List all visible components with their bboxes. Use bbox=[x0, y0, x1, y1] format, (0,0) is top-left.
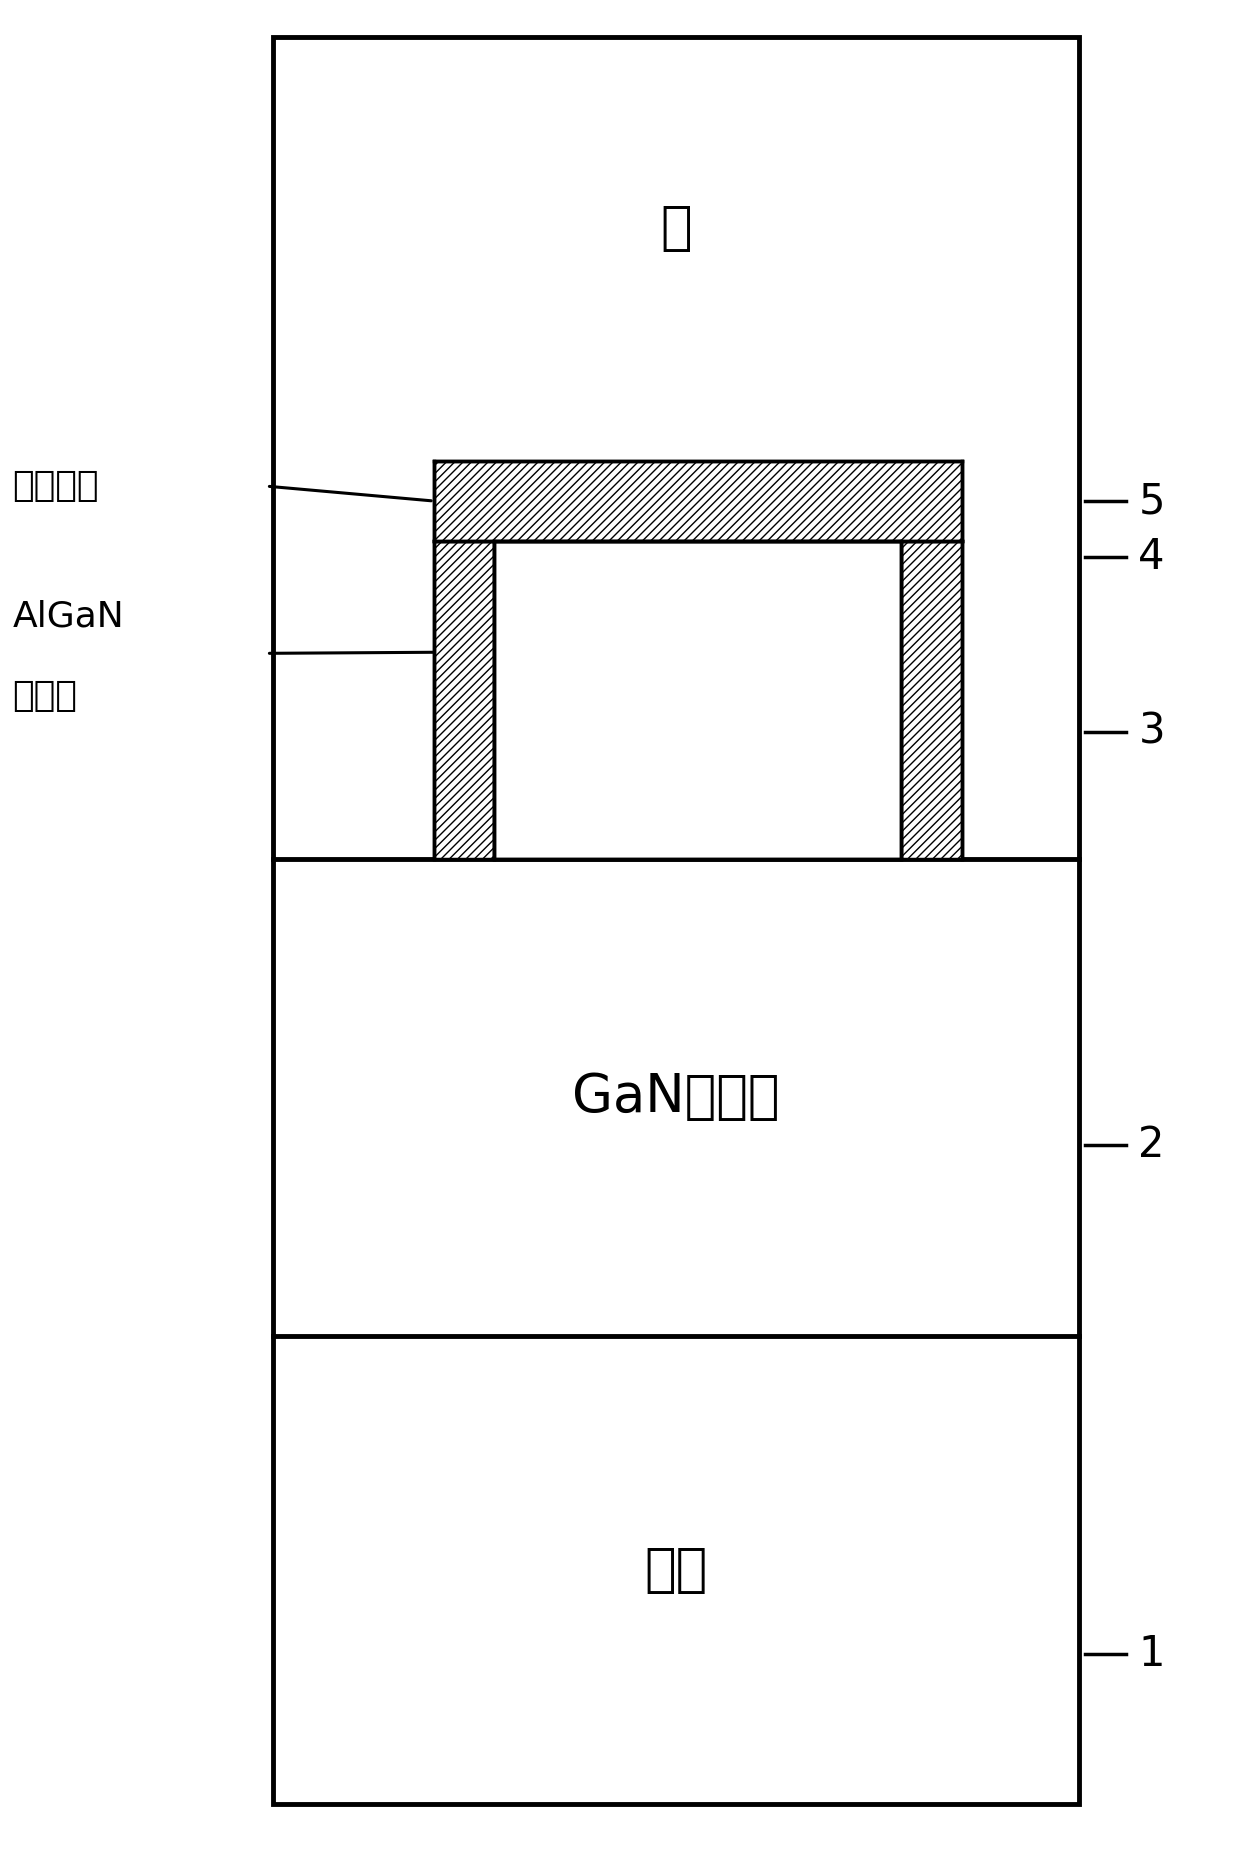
Bar bbox=[434, 541, 495, 859]
Text: 2: 2 bbox=[1138, 1123, 1164, 1166]
Bar bbox=[434, 461, 962, 541]
Bar bbox=[901, 541, 962, 859]
Bar bbox=[273, 37, 1079, 1804]
Text: 1: 1 bbox=[1138, 1633, 1164, 1676]
Text: AlGaN: AlGaN bbox=[12, 599, 124, 632]
Text: 3: 3 bbox=[1138, 711, 1164, 753]
Text: 栅: 栅 bbox=[660, 203, 692, 255]
Text: GaN沟道层: GaN沟道层 bbox=[616, 679, 780, 722]
Text: 栅介质层: 栅介质层 bbox=[12, 469, 99, 504]
Bar bbox=[495, 541, 901, 859]
Text: 势垒层: 势垒层 bbox=[12, 679, 77, 712]
Text: GaN缓冲层: GaN缓冲层 bbox=[572, 1071, 780, 1123]
Text: 4: 4 bbox=[1138, 536, 1164, 578]
Text: 衬底: 衬底 bbox=[644, 1544, 708, 1596]
Text: 5: 5 bbox=[1138, 480, 1164, 523]
